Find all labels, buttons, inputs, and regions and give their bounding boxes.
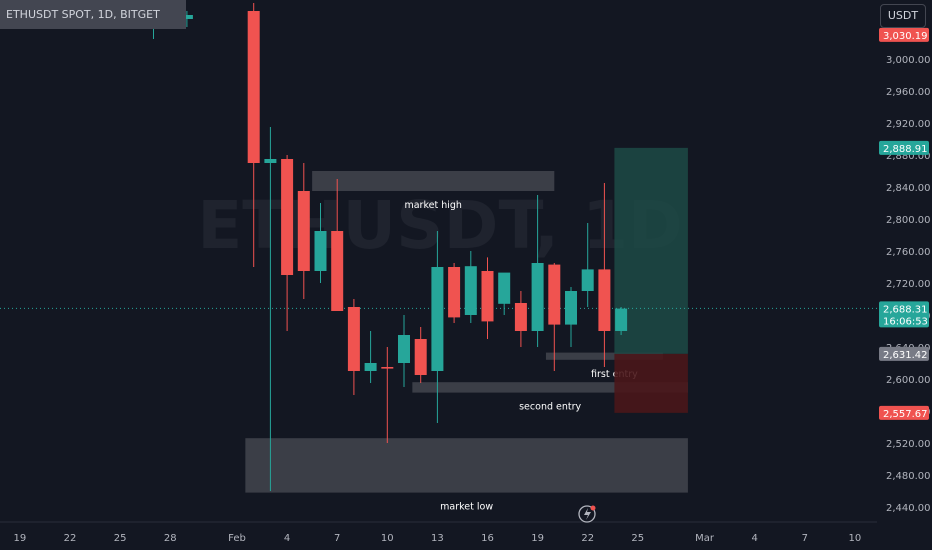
candle-body	[297, 191, 310, 271]
y-tick-label: 2,600.00	[886, 375, 931, 386]
zone-label: market low	[440, 502, 493, 513]
x-tick-label: 4	[284, 533, 290, 544]
candle-body	[314, 231, 327, 271]
candle-body	[364, 363, 377, 371]
y-tick-label: 2,440.00	[886, 503, 931, 514]
y-tick-label: 3,000.00	[886, 55, 931, 66]
candle-body	[331, 231, 344, 311]
y-tick-label: 2,840.00	[886, 183, 931, 194]
x-tick-label: 22	[581, 533, 594, 544]
x-tick-label: 28	[164, 533, 177, 544]
price-tag	[879, 140, 929, 155]
x-tick-label: 7	[334, 533, 340, 544]
x-tick-label: 25	[114, 533, 127, 544]
y-tick-label: 2,720.00	[886, 279, 931, 290]
x-tick-label: 25	[631, 533, 644, 544]
candle-body	[180, 15, 193, 19]
price-tag-label: 3,030.19	[883, 31, 928, 42]
lightning-icon[interactable]	[578, 505, 596, 523]
y-tick-label: 2,520.00	[886, 439, 931, 450]
x-tick-label: Feb	[228, 533, 246, 544]
y-tick-label: 2,960.00	[886, 87, 931, 98]
candle-body	[414, 339, 427, 375]
time-axis	[0, 522, 877, 550]
candle-body	[598, 269, 611, 331]
zone-label: market high	[404, 200, 461, 211]
watermark-text: ETHUSDT, 1D	[197, 187, 683, 264]
y-tick-label: 2,920.00	[886, 119, 931, 130]
price-tag-label: 2,888.91	[883, 144, 928, 155]
candle-body	[431, 267, 444, 371]
symbol-legend[interactable]: ETHUSDT SPOT, 1D, BITGET	[0, 0, 186, 29]
candle-body	[514, 303, 527, 331]
candle-body	[398, 335, 410, 363]
x-tick-label: 10	[849, 533, 862, 544]
candle-body	[481, 271, 494, 322]
x-tick-label: Mar	[695, 533, 715, 544]
price-tag	[879, 301, 929, 328]
countdown-label: 16:06:53	[883, 316, 928, 327]
x-tick-label: 13	[431, 533, 444, 544]
candle-body	[347, 307, 360, 371]
candle-body	[464, 266, 477, 315]
candle-body	[531, 263, 544, 331]
price-tag	[879, 346, 929, 361]
x-tick-label: 22	[64, 533, 77, 544]
zone-label: second entry	[519, 402, 581, 413]
price-axis	[877, 0, 932, 550]
zone-rect	[245, 438, 688, 493]
zone-rect	[412, 382, 688, 393]
x-tick-label: 10	[381, 533, 394, 544]
candle-body	[381, 367, 394, 369]
price-tag	[879, 27, 929, 42]
candle-body	[448, 267, 461, 318]
candle-body	[615, 308, 628, 331]
x-tick-label: 19	[531, 533, 544, 544]
price-tag-label: 2,631.42	[883, 350, 928, 361]
y-tick-label: 2,880.00	[886, 151, 931, 162]
price-tag	[879, 405, 929, 420]
position-stop-area	[614, 353, 688, 413]
x-tick-label: 19	[14, 533, 27, 544]
currency-button[interactable]: USDT	[880, 4, 926, 28]
candle-body	[264, 159, 277, 163]
candle-body	[281, 159, 294, 275]
zone-rect	[312, 171, 555, 191]
candle-body	[581, 269, 594, 291]
y-tick-label: 2,480.00	[886, 471, 931, 482]
x-tick-label: 4	[752, 533, 758, 544]
y-tick-label: 2,760.00	[886, 247, 931, 258]
y-tick-label: 2,800.00	[886, 215, 931, 226]
candle-body	[565, 291, 577, 325]
x-tick-label: 7	[802, 533, 808, 544]
price-tag-label: 2,557.67	[883, 409, 928, 420]
candle-body	[247, 11, 260, 163]
price-tag-label: 2,688.31	[883, 304, 928, 315]
candle-body	[548, 264, 561, 325]
x-tick-label: 16	[481, 533, 494, 544]
plot-area	[0, 0, 877, 522]
candle-body	[498, 272, 511, 304]
